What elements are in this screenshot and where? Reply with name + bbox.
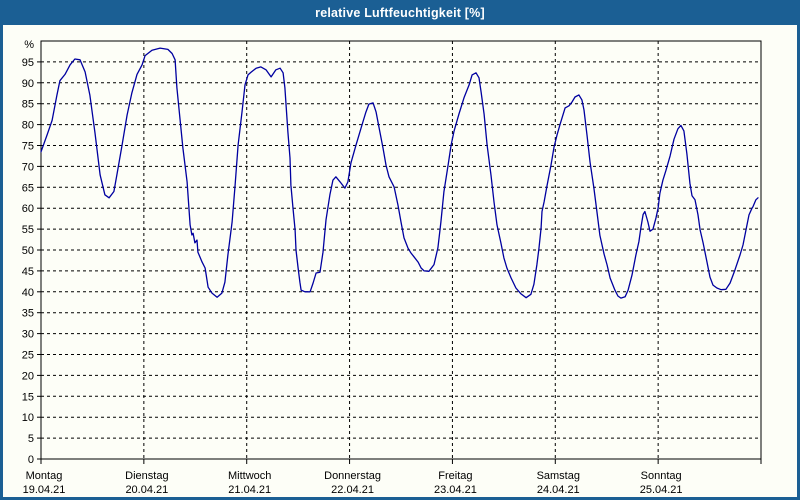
y-axis-unit-label: % [24,39,34,51]
day-date-label: 22.04.21 [331,484,374,496]
day-label: Dienstag [125,470,168,482]
y-tick-label: 30 [22,329,34,341]
y-tick-label: 25 [22,350,34,362]
y-tick-label: 35 [22,308,34,320]
y-tick-label: 40 [22,287,34,299]
y-tick-label: 15 [22,391,34,403]
day-label: Mittwoch [228,470,271,482]
y-tick-label: 55 [22,224,34,236]
day-date-label: 24.04.21 [537,484,580,496]
y-tick-label: 45 [22,266,34,278]
chart-title: relative Luftfeuchtigkeit [%] [315,5,485,20]
y-tick-label: 75 [22,141,34,153]
day-date-label: 21.04.21 [228,484,271,496]
y-tick-label: 70 [22,161,34,173]
day-label: Freitag [438,470,472,482]
day-label: Sonntag [641,470,682,482]
y-tick-label: 10 [22,412,34,424]
y-tick-label: 0 [28,454,34,466]
y-tick-label: 65 [22,182,34,194]
day-label: Samstag [537,470,580,482]
y-tick-label: 90 [22,78,34,90]
day-label: Montag [26,470,63,482]
chart-area [3,25,797,497]
day-date-label: 19.04.21 [23,484,66,496]
window-titlebar: relative Luftfeuchtigkeit [%] [0,0,800,25]
y-tick-label: 50 [22,245,34,257]
y-tick-label: 80 [22,120,34,132]
day-date-label: 23.04.21 [434,484,477,496]
y-tick-label: 85 [22,99,34,111]
day-date-label: 25.04.21 [640,484,683,496]
day-date-label: 20.04.21 [125,484,168,496]
y-tick-label: 60 [22,203,34,215]
day-label: Donnerstag [324,470,381,482]
y-tick-label: 20 [22,370,34,382]
y-tick-label: 95 [22,57,34,69]
humidity-line [40,47,759,299]
y-tick-label: 5 [28,433,34,445]
